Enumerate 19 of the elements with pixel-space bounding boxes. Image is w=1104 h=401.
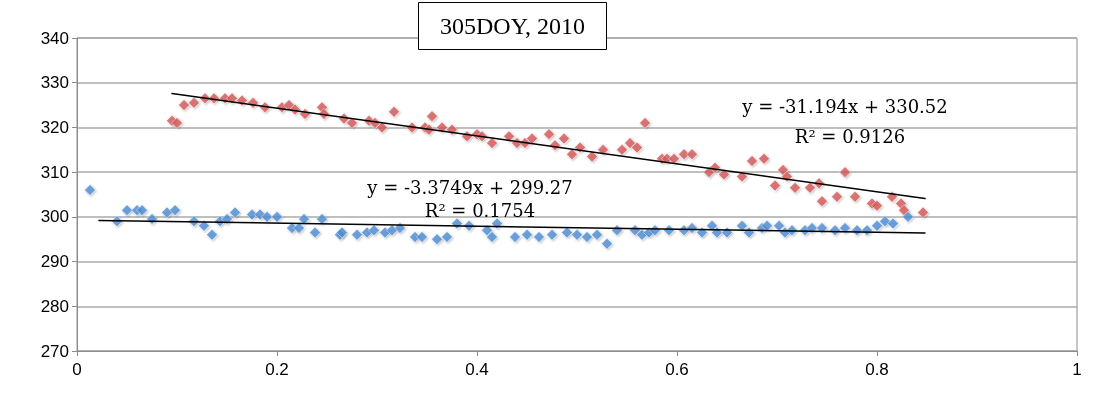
annotation: R² = 0.9126: [794, 125, 906, 147]
annotation: y = -31.194x + 330.52: [741, 95, 948, 117]
x-tick-label: 0.2: [265, 360, 289, 379]
x-tick-label: 0: [72, 360, 82, 379]
y-tick-label: 280: [40, 296, 69, 316]
y-tick-label: 290: [40, 252, 69, 272]
y-tick-label: 270: [40, 341, 69, 361]
x-tick-label: 1: [1072, 360, 1082, 379]
y-tick-label: 320: [40, 117, 69, 137]
y-tick-label: 300: [40, 207, 69, 227]
y-tick-label: 340: [40, 28, 69, 48]
annotation: y = -3.3749x + 299.27: [366, 176, 573, 198]
y-tick-label: 310: [40, 162, 69, 182]
x-tick-label: 0.8: [865, 360, 889, 379]
chart-title: 305DOY, 2010: [440, 13, 585, 39]
x-tick-label: 0.4: [465, 360, 489, 379]
x-tick-label: 0.6: [665, 360, 689, 379]
annotation: R² = 0.1754: [424, 199, 536, 221]
y-tick-label: 330: [40, 73, 69, 93]
